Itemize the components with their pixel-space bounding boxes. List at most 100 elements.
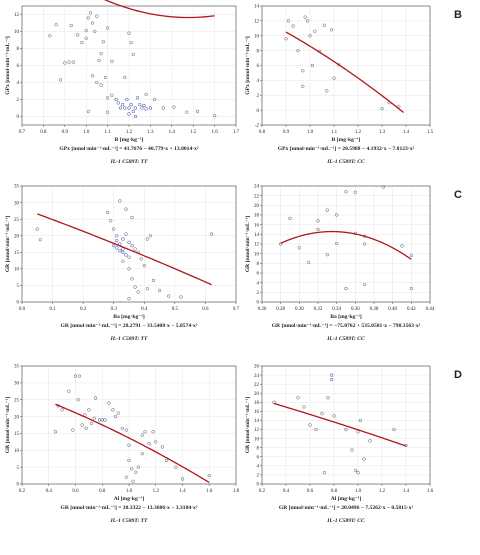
data-point-19: [301, 84, 305, 88]
data-point-5: [316, 219, 320, 223]
data-point-11: [86, 16, 90, 20]
y-axis-title: GR [nmol·min⁻¹·mL⁻¹]: [5, 397, 11, 453]
data-point-18: [101, 40, 105, 44]
data-point-17: [103, 418, 107, 422]
x-axis-title: B [mg·kg⁻¹]: [332, 137, 361, 143]
x-tick-label-6: 1.3: [147, 130, 154, 135]
data-point-5: [73, 374, 78, 378]
x-tick-label-5: 1.2: [153, 489, 160, 494]
y-tick-label-7: 14: [254, 233, 260, 238]
x-tick-label-5: 0.5: [172, 307, 179, 312]
data-point-21: [116, 411, 120, 415]
regression-equation: GR [nmol·min⁻¹·mL⁻¹] = 28.2791 − 33.5408…: [60, 323, 197, 329]
data-point-29: [136, 290, 140, 294]
data-point-19: [133, 247, 137, 251]
regression-equation: GR [nmol·min⁻¹·mL⁻¹] = 20.0496 − 7.5262·…: [279, 505, 414, 511]
y-tick-label-1: 2: [257, 474, 260, 479]
data-point-18: [368, 439, 372, 443]
y-tick-label-5: 25: [14, 218, 20, 223]
data-point-9: [121, 250, 125, 254]
data-point-6: [115, 239, 119, 243]
y-tick-label-9: 18: [254, 401, 260, 406]
data-point-11: [127, 255, 131, 259]
x-tick-label-6: 1.4: [403, 489, 410, 494]
y-tick-label-0: 0: [17, 115, 20, 120]
data-point-50: [161, 106, 165, 110]
data-point-46: [129, 40, 133, 45]
data-point-17: [381, 185, 385, 189]
data-point-33: [151, 430, 155, 434]
y-tick-label-5: 8: [257, 49, 260, 54]
data-point-3: [109, 219, 113, 223]
data-point-28: [136, 465, 141, 469]
data-point-0: [48, 34, 52, 38]
regression-line: [55, 403, 210, 484]
panel-letter: B: [454, 9, 462, 21]
data-point-15: [97, 418, 102, 422]
data-point-18: [397, 104, 401, 109]
data-point-43: [148, 106, 153, 110]
data-point-7: [77, 374, 82, 378]
data-point-20: [90, 74, 95, 78]
x-tick-label-4: 0.34: [332, 307, 341, 312]
data-point-9: [335, 213, 339, 217]
x-tick-label-8: 1.5: [190, 130, 197, 135]
x-tick-label-4: 1.2: [355, 130, 362, 135]
data-point-18: [107, 401, 111, 405]
data-point-13: [329, 28, 334, 32]
data-point-11: [87, 408, 91, 412]
panel-1: 0.7 0.8 0.9 1.0 1.1 1.2 1.3 1.4 1.5 1.6 1.7 0 2 4 6 8 10…: [5, 0, 240, 165]
data-point-15: [121, 237, 125, 241]
data-point-31: [151, 278, 156, 283]
y-tick-label-1: 5: [17, 284, 20, 289]
x-tick-label-1: 0.28: [276, 307, 285, 312]
y-tick-label-3: 15: [14, 432, 20, 437]
data-point-13: [115, 246, 119, 250]
data-point-16: [358, 418, 363, 423]
y-tick-label-10: 20: [254, 204, 260, 209]
y-tick-label-11: 22: [254, 194, 260, 199]
data-point-15: [363, 242, 367, 246]
data-point-40: [124, 475, 128, 479]
data-point-3: [308, 423, 312, 427]
data-point-2: [302, 405, 306, 409]
data-point-31: [125, 97, 129, 102]
data-point-15: [95, 14, 99, 18]
data-point-3: [296, 48, 300, 53]
data-point-19: [392, 427, 396, 432]
x-tick-label-0: 0.8: [259, 130, 266, 135]
data-point-39: [121, 259, 125, 263]
y-tick-label-4: 20: [14, 415, 20, 420]
data-point-0: [284, 37, 288, 41]
data-point-8: [335, 241, 339, 246]
data-point-20: [113, 414, 118, 419]
data-point-33: [167, 294, 171, 298]
data-point-22: [120, 426, 124, 431]
data-point-44: [153, 97, 157, 102]
data-point-10: [332, 414, 336, 418]
data-point-8: [80, 423, 84, 427]
y-tick-label-3: 4: [257, 79, 260, 84]
data-point-9: [313, 29, 317, 33]
regression-equation: GR [nmol·min⁻¹·mL⁻¹] = 30.3322 − 13.3686…: [60, 505, 197, 511]
data-point-27: [134, 470, 138, 474]
y-tick-label-7: 14: [254, 419, 260, 424]
data-point-35: [145, 237, 149, 241]
data-point-16: [124, 232, 128, 236]
data-point-14: [118, 248, 122, 253]
data-point-17: [362, 457, 366, 461]
data-point-38: [138, 102, 142, 107]
x-tick-label-4: 0.4: [141, 307, 148, 312]
data-point-11: [344, 286, 348, 291]
y-tick-label-4: 8: [257, 262, 260, 267]
x-tick-label-6: 1.4: [179, 489, 186, 494]
y-tick-label-5: 10: [254, 437, 260, 442]
data-point-17: [127, 240, 131, 244]
x-tick-label-1: 0.9: [283, 130, 290, 135]
regression-equation: GPx [nmol·min⁻¹·mL⁻¹] = 20.5988 − 4.1932…: [278, 146, 415, 152]
data-point-12: [350, 448, 354, 452]
data-point-18: [400, 244, 404, 248]
data-point-6: [322, 471, 327, 475]
x-tick-label-0: 0.0: [19, 307, 26, 312]
